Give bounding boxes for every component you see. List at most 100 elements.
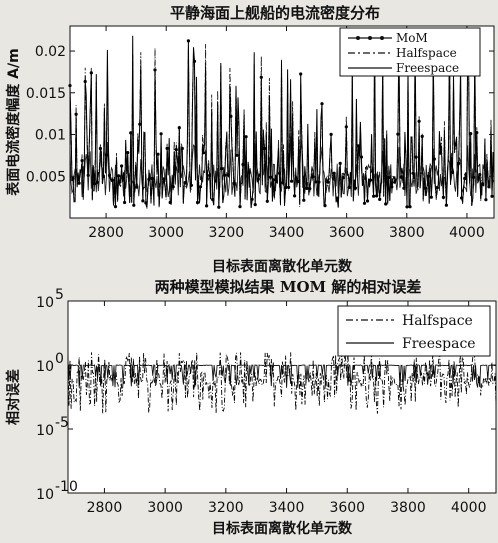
series-mom-point [408,205,412,209]
series-mom-point [220,167,224,171]
series-mom-point [244,135,248,139]
bottom-x-tick-label: 3200 [208,500,244,516]
legend2-halfspace-label: Halfspace [402,313,473,329]
legend-mom-label: MoM [396,31,428,45]
series-mom-point [426,174,430,178]
bottom-x-axis-label: 目标表面离散化单元数 [212,520,353,537]
top-x-tick-label: 3400 [269,225,305,241]
bottom-y-tick-exponent: -10 [55,479,78,495]
series-mom-point [393,180,397,184]
series-mom-point [487,185,491,189]
series-mom-point [144,201,148,205]
series-mom-point [135,185,139,189]
series-mom-point [107,173,112,178]
bottom-chart-title: 两种模型模拟结果 MOM 解的相对误差 [155,278,422,296]
series-mom-point [247,170,251,174]
series-mom-point [390,185,394,189]
series-mom-point [126,151,130,155]
series-mom-point [117,174,121,178]
series-mom-point [347,185,351,190]
series-mom-point [314,180,318,184]
series-mom-point [302,198,306,202]
series-mom-point [180,146,184,151]
series-mom-point [214,179,218,183]
top-x-tick-label: 3800 [389,225,425,241]
series-mom-point [280,181,285,185]
bottom-y-tick-exponent: 5 [55,287,64,303]
top-x-tick-label: 3200 [209,225,245,241]
series-mom-point [205,204,209,208]
legend2-freespace-label: Freespace [402,336,476,352]
series-mom-point [265,199,269,203]
series-mom-point [223,173,227,177]
bottom-x-tick-label: 4000 [451,500,487,516]
series-mom-point [71,176,75,180]
series-mom-point [241,162,245,167]
series-mom-point [435,186,439,190]
series-mom-point [368,178,373,182]
series-mom-point [317,180,321,184]
series-mom-point [138,122,142,126]
series-mom-point [98,146,102,151]
series-mom-point [335,196,339,200]
series2-halfspace-line [67,350,497,414]
series-mom-point [259,75,263,79]
series-mom-point [362,201,367,205]
series-mom-point [217,205,221,209]
series-mom-point [168,200,172,205]
series-mom-point [159,132,163,136]
series-mom-point [490,194,494,198]
series-mom-point [472,175,476,179]
series-mom-point [238,205,242,209]
series-mom-point [402,186,406,190]
series-mom-point [80,159,84,163]
series-mom-point [77,181,81,185]
series-mom-point [174,148,178,152]
series-mom-point [305,186,309,190]
series-mom-point [481,182,485,186]
series-mom-point [277,171,282,175]
series-mom-point [141,199,145,203]
series-mom-point [283,186,288,190]
top-legend: MoM Halfspace Freespace [339,27,481,77]
series-mom-point [198,185,203,189]
series-mom-point [186,39,190,43]
bottom-legend: Halfspace Freespace [337,305,491,357]
series-mom-point [414,155,418,159]
series-mom-point [429,195,433,199]
series-mom-point [83,79,87,84]
top-y-tick-label: 0.01 [35,128,66,144]
series-mom-point [293,194,297,198]
series-mom-point [165,146,169,150]
bottom-x-tick-label: 3600 [329,500,365,516]
series-mom-point [405,205,409,209]
top-y-tick-label: 0.015 [26,86,66,102]
series-mom-point [359,155,363,159]
top-x-tick-label: 4000 [449,225,485,241]
series-mom-point [147,177,151,181]
series-mom-point [387,176,391,180]
series-mom-point [356,144,360,148]
top-y-tick-label: 0.005 [26,169,66,185]
series-mom-point [326,180,330,184]
bottom-y-tick-label: 10 [36,423,54,439]
series-mom-point [438,151,442,155]
series-mom-point [189,183,193,187]
legend-freespace-label: Freespace [396,61,459,75]
series-mom-point [450,170,455,174]
series-mom-point [208,173,212,178]
series-mom-point [132,203,136,207]
top-y-tick-label: 0.02 [35,44,66,60]
series-mom-point [460,196,464,200]
series-mom-point [150,176,154,181]
legend-mom-marker [380,36,384,40]
series-mom-point [396,132,400,136]
series-mom-point [475,131,479,135]
series-mom-point [95,180,99,184]
series-mom-point [469,132,473,136]
series-mom-point [484,198,488,202]
series-mom-point [104,153,108,157]
series-mom-point [365,199,370,203]
